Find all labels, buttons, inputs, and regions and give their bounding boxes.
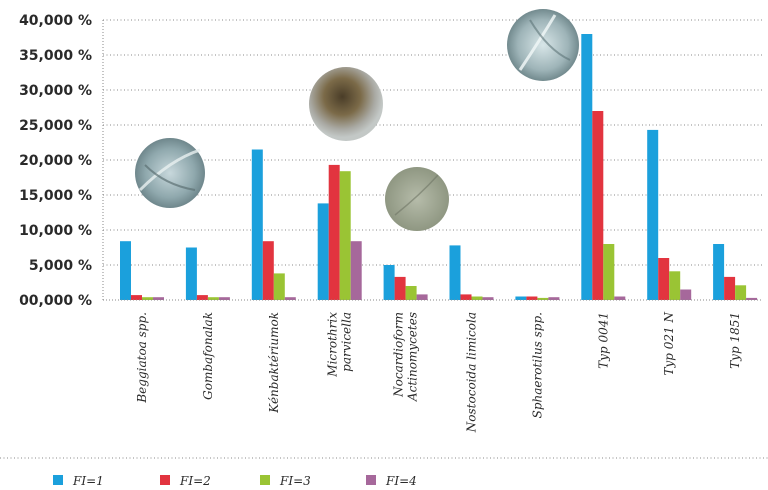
bars: [120, 34, 758, 300]
bar: [548, 297, 560, 300]
bar: [647, 129, 659, 300]
bar: [746, 297, 758, 300]
legend-label: FI=4: [385, 474, 417, 488]
bar: [262, 241, 274, 300]
legend-label: FI=2: [179, 474, 211, 488]
y-tick-label: 35,000 %: [19, 48, 92, 64]
microscope-image-4: [507, 9, 579, 81]
y-tick-label: 15,000 %: [19, 188, 92, 204]
bar: [460, 294, 472, 300]
bar: [251, 149, 263, 300]
bar: [592, 111, 604, 300]
bar: [196, 295, 208, 300]
x-tick-label: Typ 0041: [596, 312, 610, 369]
x-tick-label: parvicella: [340, 312, 354, 372]
bar: [669, 271, 681, 300]
x-tick-label: Nostocoida limicola: [465, 312, 479, 433]
legend-label: FI=3: [279, 474, 311, 488]
bar: [207, 297, 219, 300]
x-tick-labels: Beggiatoa spp. Gombafonalak Kénbaktériumok…: [135, 312, 742, 434]
bar: [658, 258, 670, 300]
bar: [471, 296, 483, 300]
bar: [416, 294, 428, 300]
x-tick-label: Microthrix: [326, 312, 340, 378]
y-tick-label: 20,000 %: [19, 153, 92, 169]
y-tick-label: 00,000 %: [19, 293, 92, 309]
y-tick-labels: 00,000 % 5,000 % 10,000 % 15,000 % 20,000 % 2…: [19, 13, 92, 309]
x-tick-label: Gombafonalak: [201, 312, 215, 400]
bar: [526, 296, 538, 300]
bar: [131, 295, 142, 300]
bar: [120, 241, 131, 300]
y-tick-label: 10,000 %: [19, 223, 92, 239]
x-tick-label: Actinomycetes: [406, 312, 420, 402]
bar: [603, 244, 615, 300]
bar: [394, 276, 406, 300]
bar: [185, 247, 197, 300]
bar: [383, 265, 395, 300]
bar: [449, 245, 461, 300]
bar: [142, 297, 153, 300]
y-tick-label: 30,000 %: [19, 83, 92, 99]
microscope-image-1: [135, 138, 205, 208]
y-tick-label: 40,000 %: [19, 13, 92, 29]
x-tick-label: Typ 1851: [728, 312, 742, 369]
x-tick-label: Nocardioform: [392, 312, 406, 398]
bar: [273, 273, 285, 300]
bar: [350, 241, 362, 300]
bar: [724, 276, 736, 300]
legend-swatch: [260, 475, 270, 485]
gridlines: [103, 19, 762, 266]
legend-swatch: [160, 475, 170, 485]
bar: [339, 171, 351, 300]
x-tick-label: Sphaerotilus spp.: [530, 312, 544, 418]
bar: [153, 297, 164, 300]
bar: [284, 297, 296, 300]
bar: [735, 285, 747, 300]
bar: [614, 296, 626, 300]
legend-label: FI=1: [72, 474, 104, 488]
y-tick-label: 25,000 %: [19, 118, 92, 134]
bar: [537, 297, 549, 300]
bar: [581, 34, 593, 300]
bar: [482, 297, 494, 300]
x-tick-label: Beggiatoa spp.: [135, 312, 149, 404]
bar: [713, 244, 725, 300]
bar: [515, 296, 527, 300]
bar: [317, 203, 329, 300]
bar: [680, 289, 692, 300]
x-tick-label: Kénbaktériumok: [267, 312, 281, 414]
legend-swatch: [366, 475, 376, 485]
y-tick-label: 5,000 %: [29, 258, 92, 274]
legend: FI=1 FI=2 FI=3 FI=4: [53, 474, 417, 488]
bar: [405, 286, 417, 300]
microscope-image-3: [385, 167, 449, 231]
bar: [328, 164, 340, 300]
legend-swatch: [53, 475, 63, 485]
x-tick-label: Typ 021 N: [662, 312, 676, 376]
microscope-image-2: [309, 67, 383, 141]
bar: [218, 297, 230, 300]
